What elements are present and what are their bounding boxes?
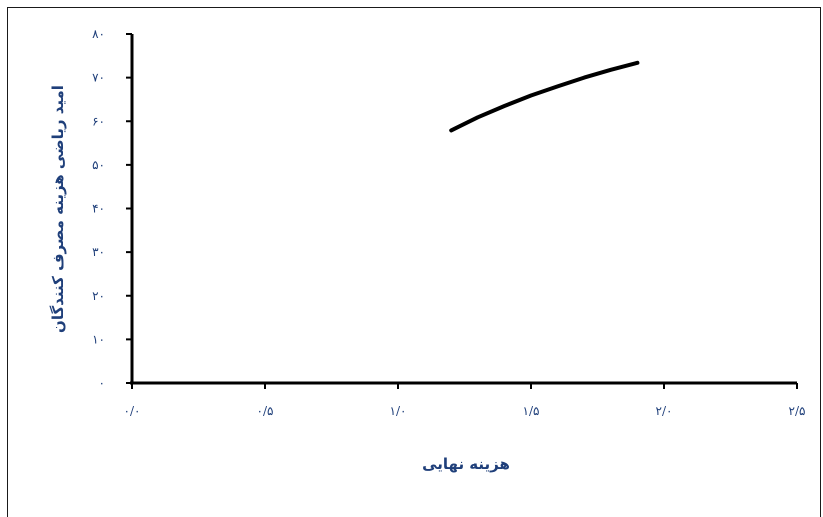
y-tick-label: ۶۰ (92, 114, 105, 128)
y-tick-label: ۸۰ (92, 27, 105, 41)
y-tick-label: ۴۰ (92, 202, 105, 216)
x-tick-label: ۲/۵ (789, 404, 806, 418)
x-tick-label: ۱/۵ (523, 404, 540, 418)
y-tick-label: ۱۰ (92, 332, 105, 346)
x-axis-tick-labels: ۰/۰ ۰/۵ ۱/۰ ۱/۵ ۲/۰ ۲/۵ (124, 404, 806, 418)
y-tick-label: ۳۰ (92, 245, 105, 259)
y-tick-label: ۵۰ (92, 158, 105, 172)
y-tick-label: ۷۰ (92, 71, 105, 85)
x-tick-label: ۰/۵ (257, 404, 274, 418)
y-tick-label: ۰ (99, 376, 105, 390)
chart-frame (7, 7, 821, 517)
y-tick-label: ۲۰ (92, 289, 105, 303)
y-axis-title: امید ریاضی هزینه مصرف کنندگان (49, 85, 67, 333)
series-layer (449, 60, 640, 133)
x-tick-label: ۲/۰ (656, 404, 673, 418)
y-axis-tick-labels: ۰ ۱۰ ۲۰ ۳۰ ۴۰ ۵۰ ۶۰ ۷۰ ۸۰ (92, 27, 105, 390)
x-tick-label: ۱/۰ (390, 404, 407, 418)
x-axis-title: هزینه نهایی (422, 455, 510, 473)
x-tick-label: ۰/۰ (124, 404, 141, 418)
series-line (449, 60, 640, 133)
